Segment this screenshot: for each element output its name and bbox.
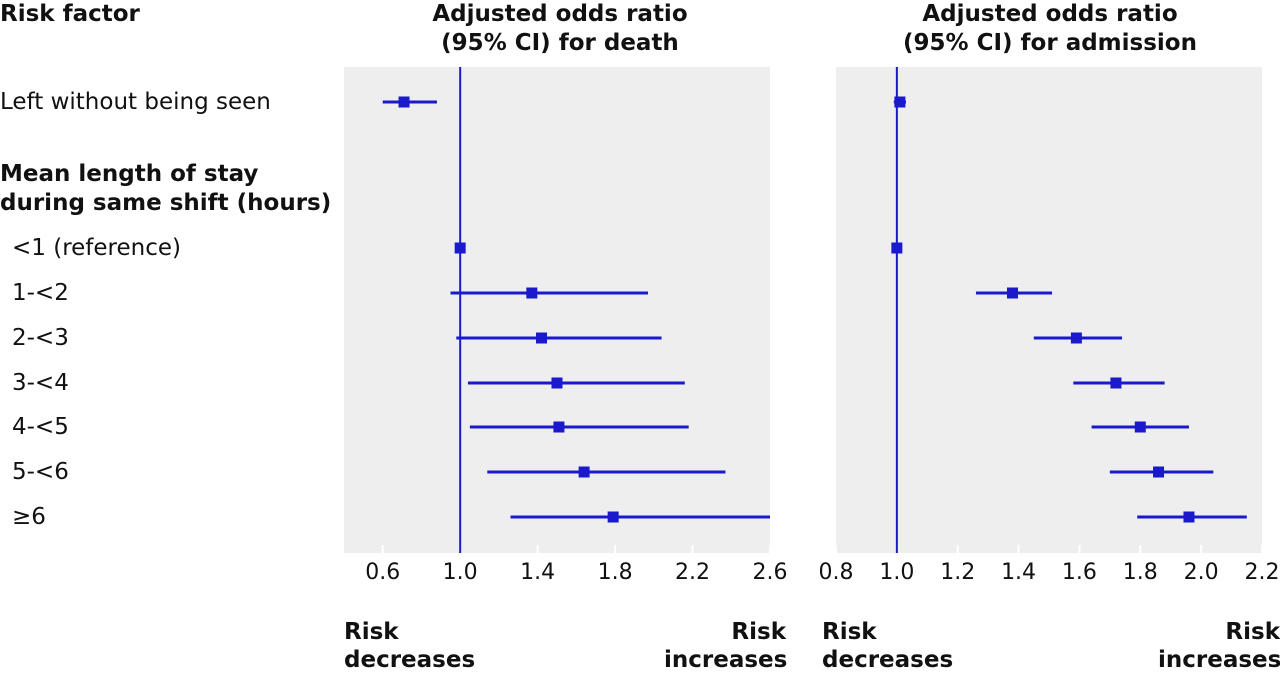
tick-label: 1.0 [442,560,478,585]
odds-ratio-marker [1006,287,1018,299]
risk-factor-header: Risk factor [0,1,140,27]
row-label: 3-<4 [12,369,69,396]
row-label: 2-<3 [12,324,69,351]
row-label: 5-<6 [12,458,69,485]
odds-ratio-marker [398,96,410,108]
tick-label: 2.2 [675,560,711,585]
row-label: ≥6 [12,503,46,530]
panel-title-death: Adjusted odds ratio (95% CI) for death [432,1,688,56]
tick-label: 1.8 [1122,560,1158,585]
tick-label: 1.2 [940,560,976,585]
row-label: Mean length of stay during same shift (h… [0,161,332,216]
risk-increases-death: Risk increases [664,619,788,673]
tick-label: 1.6 [1061,560,1097,585]
odds-ratio-marker [526,287,538,299]
tick-label: 1.0 [879,560,915,585]
risk-decreases-death: Risk decreases [344,619,476,673]
tick-label: 0.8 [818,560,854,585]
tick-label: 1.4 [520,560,556,585]
odds-ratio-marker [607,511,619,523]
risk-increases-admission: Risk increases [1158,619,1280,673]
tick-label: 2.0 [1183,560,1219,585]
odds-ratio-marker [454,242,466,254]
row-label: 1-<2 [12,279,69,306]
row-label: <1 (reference) [12,234,181,261]
tick-label: 2.2 [1244,560,1280,585]
odds-ratio-marker [1070,332,1082,344]
risk-decreases-admission: Risk decreases [822,619,954,673]
odds-ratio-marker [551,377,563,389]
row-label: 4-<5 [12,413,69,440]
odds-ratio-marker [891,242,903,254]
panel-background [836,67,1262,553]
odds-ratio-marker [1134,421,1146,433]
tick-label: 2.6 [752,560,788,585]
odds-ratio-marker [1183,511,1195,523]
odds-ratio-marker [536,332,548,344]
odds-ratio-marker [1153,466,1165,478]
odds-ratio-marker [894,96,906,108]
tick-label: 0.6 [365,560,401,585]
odds-ratio-marker [553,421,565,433]
tick-label: 1.8 [597,560,633,585]
panel-title-admission: Adjusted odds ratio (95% CI) for admissi… [903,1,1197,56]
tick-label: 1.4 [1001,560,1037,585]
odds-ratio-marker [578,466,590,478]
panel-background [344,67,770,553]
row-label: Left without being seen [0,88,271,115]
odds-ratio-marker [1110,377,1122,389]
